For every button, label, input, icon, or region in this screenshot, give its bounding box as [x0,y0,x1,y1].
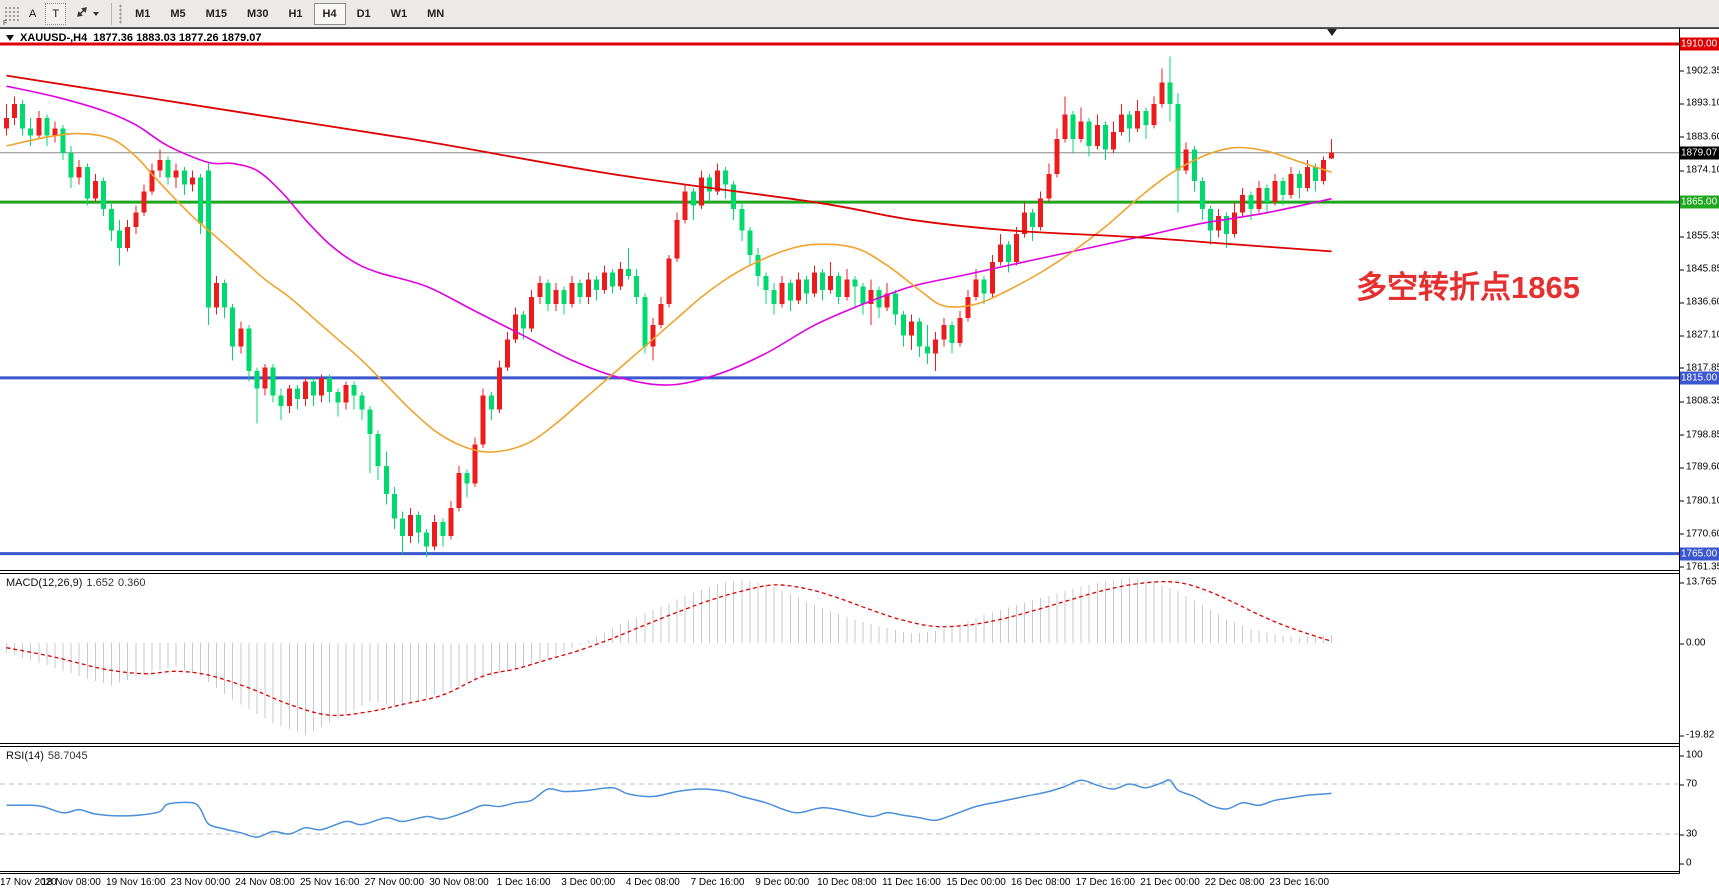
macd-signal-value: 0.360 [117,577,146,589]
price-level-badge: 1815.00 [1680,371,1719,385]
timeframe-button-d1[interactable]: D1 [356,7,371,20]
macd-main-value: 1.652 [86,577,114,589]
ma-orange-line [6,132,1332,453]
top-toolbar: F A T M1 M5 M15 M30 H1 H4 D1 W1 MN [0,0,1719,28]
macd-axis-tick: 13.765 [1680,576,1717,588]
price-axis-tick: 1817.85 [1679,362,1719,373]
horizontal-levels [0,42,1680,556]
cursor-tool-button[interactable] [68,3,106,25]
time-axis-label: 10 Dec 08:00 [817,877,877,888]
rsi-line [6,779,1332,838]
time-axis-label: 16 Dec 08:00 [1010,877,1071,888]
timeframe-button-w1[interactable]: W1 [390,7,408,20]
price-level-badge: 1865.00 [1680,195,1719,209]
rsi-axis-tick: 100 [1680,749,1703,761]
price-level-badge: 1765.00 [1680,547,1719,561]
time-axis-label: 24 Nov 08:00 [235,877,295,888]
symbol-period-label: XAUUSD-,H4 [20,32,88,44]
timeframe-button-m30[interactable]: M30 [247,7,269,20]
time-axis-label: 18 Nov 08:00 [41,877,101,888]
time-axis-label: 23 Nov 00:00 [170,877,231,888]
cursor-arrows-icon [75,5,89,22]
text-tool-button[interactable]: T [45,2,67,25]
time-axis-label: 1 Dec 16:00 [496,877,551,888]
macd-histogram [6,577,1333,736]
price-axis-tick: 1893.10 [1679,98,1719,109]
timeframe-button-m1[interactable]: M1 [135,7,151,20]
time-axis-label: 11 Dec 16:00 [882,877,941,888]
low-value: 1877.26 [178,32,219,44]
time-axis-label: 15 Dec 00:00 [946,877,1006,888]
macd-label: MACD(12,26,9) 1.652 0.360 [6,577,146,589]
macd-axis-tick: 0.00 [1679,637,1706,649]
rsi-label: RSI(14) 58.7045 [6,750,88,762]
time-axis-label: 17 Dec 16:00 [1075,877,1136,888]
time-axis-label: 21 Dec 00:00 [1140,877,1200,888]
macd-axis-tick: -19.82 [1679,729,1715,741]
time-axis-label: 3 Dec 00:00 [561,877,616,888]
timeframe-button-mn[interactable]: MN [427,7,445,20]
time-axis-label: 25 Nov 16:00 [299,877,360,888]
timeframe-button-h1[interactable]: H1 [288,7,303,20]
price-axis-tick: 1883.60 [1679,131,1719,142]
price-axis-tick: 1780.10 [1679,495,1719,506]
ma-magenta-line [6,85,1332,386]
chart-shift-marker[interactable] [1327,29,1337,36]
panel-borders [0,28,1719,874]
chevron-down-icon [93,11,100,16]
time-axis-label: 23 Dec 16:00 [1269,877,1330,888]
ma-red-line [6,74,1332,253]
time-axis-label: 4 Dec 08:00 [625,877,680,888]
time-axis-label: 22 Dec 08:00 [1204,877,1265,888]
price-axis-tick: 1902.35 [1679,65,1719,76]
toolbar-grip-label: F [3,19,8,27]
current-price-badge: 1879.07 [1680,146,1719,160]
rsi-value: 58.7045 [47,750,88,762]
price-axis-tick: 1845.85 [1679,264,1719,275]
rsi-axis-tick: 30 [1679,828,1698,840]
price-axis-tick: 1808.35 [1679,396,1719,407]
time-axis-label: 7 Dec 16:00 [690,877,745,888]
price-level-badge: 1910.00 [1680,37,1719,51]
time-axis-label: 19 Nov 16:00 [106,877,166,888]
price-axis-tick: 1874.10 [1679,165,1719,176]
close-value: 1879.07 [221,32,262,44]
price-axis-tick: 1798.85 [1679,429,1719,440]
price-axis-tick: 1770.60 [1679,528,1719,539]
price-axis-tick: 1827.10 [1679,330,1719,341]
open-value: 1877.36 [93,32,133,44]
price-axis-tick: 1761.35 [1679,561,1719,572]
high-value: 1883.03 [136,32,176,44]
time-axis-label: 27 Nov 00:00 [364,877,425,888]
time-axis-label: 17 Nov 2020 [0,877,57,888]
rsi-axis-tick: 70 [1679,778,1698,790]
timeframes-grip[interactable] [119,3,123,24]
annotation-text: 多空转折点1865 [1356,270,1580,305]
candles-group [4,56,1335,558]
toolbar-grip[interactable]: F [3,4,19,27]
timeframe-toolbar: M1 M5 M15 M30 H1 H4 D1 W1 MN [125,2,454,25]
timeframe-button-m15[interactable]: M15 [205,7,228,20]
price-axis-tick: 1836.60 [1679,297,1719,308]
toolbar-separator [111,2,113,25]
timeframe-button-m5[interactable]: M5 [170,7,186,20]
time-axis-label: 30 Nov 08:00 [429,877,489,888]
price-axis-tick: 1855.35 [1679,231,1719,242]
rsi-levels [0,783,1680,835]
timeframe-button-h4[interactable]: H4 [313,2,346,25]
symbol-dropdown-icon[interactable] [6,35,14,41]
macd-signal-line [6,580,1332,717]
rsi-axis-tick: 0 [1680,857,1692,869]
price-axis-tick: 1789.60 [1679,462,1719,473]
chart-title: XAUUSD-,H4 1877.36 1883.03 1877.26 1879.… [6,32,261,44]
annotate-a-button[interactable]: A [29,7,37,20]
time-axis-label: 9 Dec 00:00 [755,877,810,888]
